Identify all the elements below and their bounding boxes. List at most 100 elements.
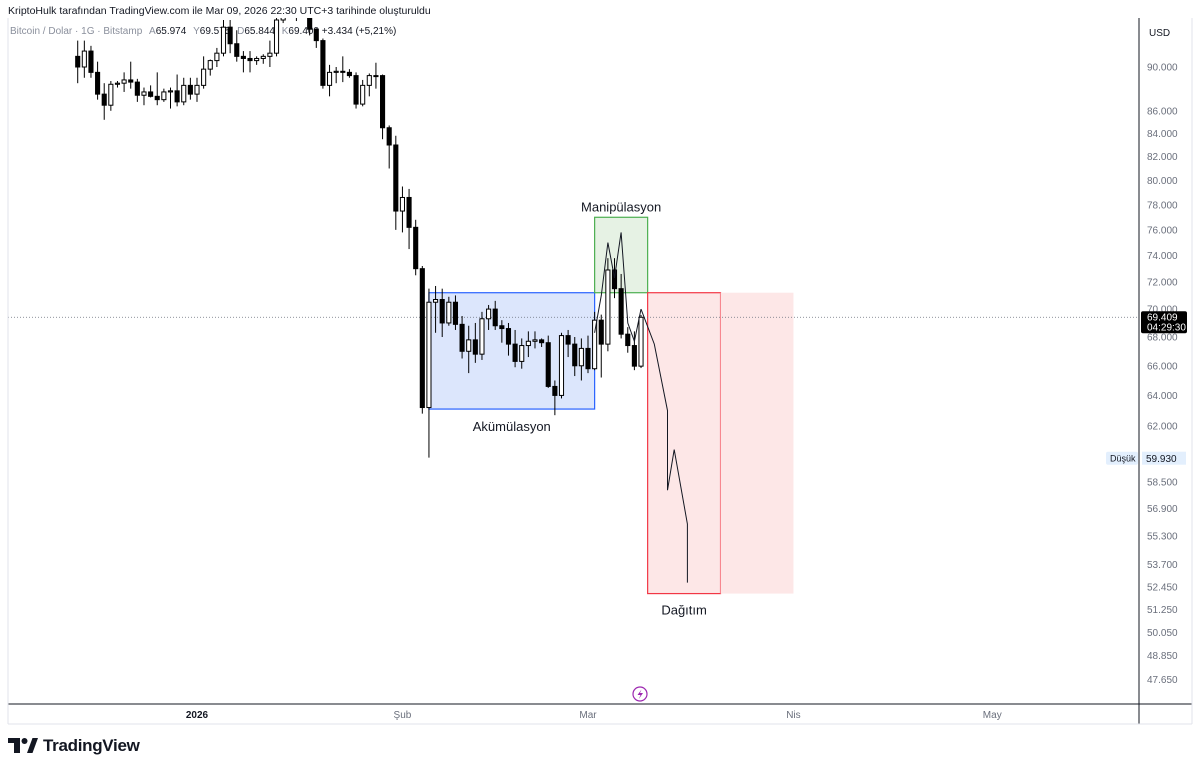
symbol-legend[interactable]: Bitcoin / Dolar · 1G · Bitstamp A65.974 … [10, 26, 396, 37]
candle[interactable] [313, 28, 319, 48]
candle[interactable] [386, 125, 392, 169]
candle[interactable] [413, 219, 419, 276]
price-axis[interactable]: 90.000 86.000 84.000 82.000 80.000 78.000 76.0… [1147, 63, 1178, 687]
time-axis[interactable]: 2026 Şub Mar Nis May [186, 710, 1002, 721]
candle[interactable] [479, 311, 485, 360]
candle[interactable] [406, 188, 412, 250]
candle[interactable] [539, 338, 545, 347]
candle[interactable] [201, 56, 207, 89]
candle[interactable] [333, 67, 339, 84]
candle[interactable] [307, 10, 313, 36]
candle[interactable] [214, 47, 220, 67]
candlesticks[interactable] [75, 0, 644, 458]
lightning-icon[interactable] [632, 686, 648, 702]
candle-body [519, 345, 525, 362]
candle[interactable] [492, 300, 498, 330]
candle[interactable] [433, 285, 439, 333]
candle[interactable] [393, 135, 399, 230]
candle[interactable] [128, 61, 134, 89]
candle[interactable] [167, 87, 174, 109]
candle[interactable] [565, 329, 571, 358]
candle[interactable] [505, 322, 512, 356]
candle[interactable] [273, 18, 280, 57]
candle[interactable] [466, 325, 472, 374]
candle[interactable] [638, 314, 644, 369]
candle[interactable] [525, 331, 531, 358]
candle[interactable] [267, 40, 273, 67]
candle[interactable] [578, 338, 584, 381]
candle[interactable] [366, 73, 372, 97]
candle-body [161, 91, 167, 101]
candle[interactable] [472, 322, 478, 363]
candle[interactable] [75, 40, 81, 84]
candle[interactable] [572, 337, 578, 377]
candle[interactable] [121, 72, 127, 92]
candle[interactable] [512, 329, 518, 368]
symbol-name[interactable]: Bitcoin / Dolar · 1G · Bitstamp [10, 26, 143, 37]
candle[interactable] [499, 320, 505, 343]
candle[interactable] [108, 81, 114, 111]
price-tick-label: 53.700 [1147, 560, 1178, 571]
candle[interactable] [88, 45, 94, 78]
candle[interactable] [558, 332, 565, 399]
candle[interactable] [353, 72, 359, 109]
candle[interactable] [320, 38, 326, 89]
candle[interactable] [625, 327, 631, 353]
candle[interactable] [234, 30, 240, 62]
candle[interactable] [220, 20, 227, 57]
candle[interactable] [519, 338, 525, 369]
candle[interactable] [452, 295, 459, 330]
candle[interactable] [598, 314, 604, 378]
candle[interactable] [611, 258, 618, 299]
candle[interactable] [294, 7, 298, 22]
candle[interactable] [207, 59, 213, 76]
candle[interactable] [187, 77, 193, 100]
candle[interactable] [419, 266, 425, 414]
candle[interactable] [154, 72, 160, 106]
candle[interactable] [288, 0, 292, 15]
candle[interactable] [181, 77, 187, 106]
candle[interactable] [446, 296, 452, 326]
candle[interactable] [247, 51, 253, 73]
candle[interactable] [114, 81, 121, 88]
candle[interactable] [486, 304, 492, 330]
candle[interactable] [148, 85, 154, 98]
candle[interactable] [426, 288, 432, 458]
tradingview-logo[interactable]: TradingView [8, 736, 140, 756]
candle[interactable] [373, 62, 379, 89]
candle[interactable] [141, 87, 147, 106]
candle[interactable] [240, 51, 246, 73]
candle[interactable] [326, 64, 333, 97]
candle[interactable] [532, 331, 538, 349]
candle-body [167, 90, 174, 93]
candle[interactable] [360, 79, 366, 107]
candle[interactable] [174, 74, 180, 107]
candle[interactable] [301, 9, 305, 17]
candle[interactable] [459, 315, 465, 359]
candle[interactable] [346, 69, 352, 78]
candle[interactable] [194, 77, 200, 102]
candle[interactable] [134, 78, 140, 102]
candle[interactable] [380, 74, 386, 140]
candle[interactable] [585, 335, 591, 374]
candle[interactable] [95, 61, 101, 100]
candle[interactable] [254, 56, 260, 65]
currency-label[interactable]: USD [1149, 28, 1170, 39]
candle-body [301, 13, 305, 14]
candle[interactable] [81, 40, 87, 78]
candle[interactable] [340, 56, 346, 83]
candle[interactable] [552, 380, 558, 416]
candle[interactable] [618, 273, 624, 339]
candle[interactable] [280, 0, 286, 24]
candle[interactable] [399, 186, 405, 233]
candle[interactable] [227, 20, 233, 54]
candle[interactable] [101, 83, 107, 120]
candle[interactable] [161, 88, 167, 102]
candle[interactable] [605, 258, 611, 352]
candle[interactable] [631, 331, 637, 371]
candle[interactable] [545, 335, 551, 388]
candle[interactable] [592, 311, 598, 371]
candle[interactable] [439, 288, 445, 338]
candle[interactable] [260, 54, 266, 64]
